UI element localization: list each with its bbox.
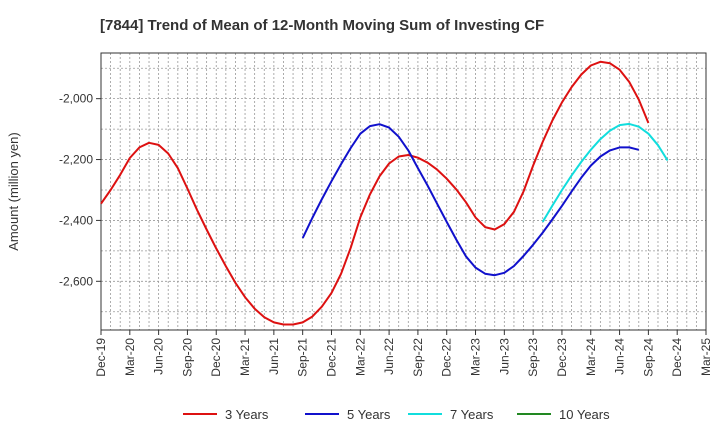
legend-label-3-years: 3 Years (225, 407, 269, 422)
grid-lines (101, 53, 706, 330)
x-tick-label: Jun-24 (613, 338, 627, 375)
x-tick-label: Dec-24 (670, 338, 684, 377)
y-axis-label: Amount (million yen) (6, 132, 21, 251)
y-tick-label: -2,600 (59, 274, 93, 288)
y-tick-label: -2,400 (59, 213, 93, 227)
x-tick-label: Dec-22 (440, 338, 454, 377)
y-tick-label: -2,000 (59, 92, 93, 106)
x-tick-label: Dec-20 (209, 338, 223, 377)
x-tick-label: Mar-25 (699, 338, 713, 376)
x-axis-ticks: Dec-19 Mar-20 Jun-20 Sep-20 Dec-20 Mar-21 Jun-… (94, 330, 713, 377)
legend-label-7-years: 7 Years (450, 407, 494, 422)
x-tick-label: Sep-22 (411, 338, 425, 377)
x-tick-label: Sep-24 (641, 338, 655, 377)
x-tick-label: Mar-23 (469, 338, 483, 376)
x-tick-label: Dec-19 (94, 338, 108, 377)
plot-area (100, 52, 707, 331)
chart-title: [7844] Trend of Mean of 12-Month Moving … (100, 17, 544, 34)
y-axis-ticks: -2,600 -2,400 -2,200 -2,000 (59, 92, 101, 288)
x-tick-label: Jun-23 (497, 338, 511, 375)
legend: 3 Years 5 Years 7 Years 10 Years (183, 407, 610, 422)
x-tick-label: Dec-21 (324, 338, 338, 377)
legend-label-5-years: 5 Years (347, 407, 391, 422)
x-tick-label: Jun-20 (152, 338, 166, 375)
x-tick-label: Sep-23 (526, 338, 540, 377)
x-tick-label: Mar-21 (238, 338, 252, 376)
x-tick-label: Mar-24 (584, 338, 598, 376)
x-tick-label: Sep-21 (296, 338, 310, 377)
x-tick-label: Mar-20 (123, 338, 137, 376)
series-lines (100, 60, 669, 326)
series-line-5-years (301, 123, 640, 277)
series-line-7-years (541, 122, 669, 223)
series-line-3-years (100, 60, 650, 326)
x-tick-label: Mar-22 (353, 338, 367, 376)
y-tick-label: -2,200 (59, 153, 93, 167)
x-tick-label: Dec-23 (555, 338, 569, 377)
x-tick-label: Sep-20 (180, 338, 194, 377)
legend-label-10-years: 10 Years (559, 407, 610, 422)
x-tick-label: Jun-21 (267, 338, 281, 375)
x-tick-label: Jun-22 (382, 338, 396, 375)
